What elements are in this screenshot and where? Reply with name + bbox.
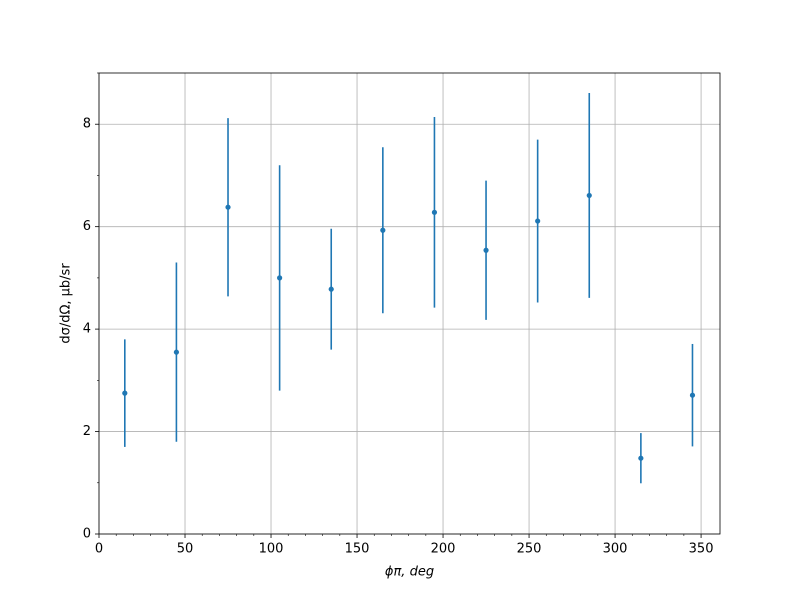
data-point [277, 275, 283, 281]
x-tick-label: 200 [431, 542, 456, 557]
x-tick-label: 250 [517, 542, 542, 557]
data-point [638, 455, 644, 461]
data-point [535, 218, 541, 224]
data-point [689, 392, 696, 398]
x-tick-label: 0 [95, 542, 103, 557]
x-tick-label: 300 [603, 542, 628, 557]
y-tick-label: 2 [83, 424, 91, 439]
plot-frame [98, 72, 721, 535]
data-point [483, 247, 489, 253]
data-point [431, 209, 438, 215]
x-axis-label: ϕπ, deg [385, 565, 434, 580]
y-tick-label: 6 [83, 219, 91, 234]
data-point [586, 192, 592, 199]
x-tick-label: 150 [345, 542, 370, 557]
x-tick-label: 50 [177, 542, 194, 557]
y-tick-label: 4 [83, 322, 91, 337]
x-tick-label: 350 [689, 542, 714, 557]
y-tick-label: 8 [83, 117, 91, 132]
data-point [225, 204, 231, 210]
x-tick-label: 100 [259, 542, 284, 557]
data-point [173, 349, 180, 355]
data-point [380, 227, 386, 233]
y-axis-label: dσ/dΩ, μb/sr [59, 263, 74, 344]
y-tick-label: 0 [83, 527, 91, 542]
data-point [328, 286, 334, 292]
data-point [122, 390, 128, 396]
